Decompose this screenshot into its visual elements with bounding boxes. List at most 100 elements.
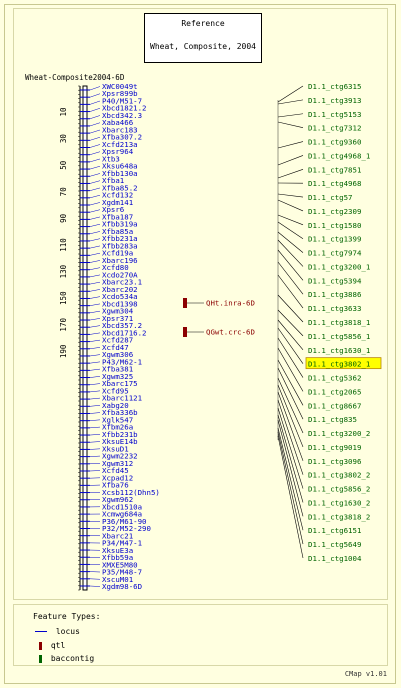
contig-label[interactable]: D1.1_ctg3633 xyxy=(308,304,361,313)
locus-label[interactable]: Xpsr964 xyxy=(102,147,134,156)
locus-label[interactable]: Xcfd287 xyxy=(102,336,133,345)
locus-label[interactable]: P40/M51-7 xyxy=(102,96,142,105)
contig-label[interactable]: D1.1_ctg4968 xyxy=(308,179,361,188)
contig-label[interactable]: D1.1_ctg2309 xyxy=(308,207,361,216)
locus-label[interactable]: Xcmwg684a xyxy=(102,510,142,519)
contig-label[interactable]: D1.1_ctg1580 xyxy=(308,221,361,230)
locus-label[interactable]: P35/M48-7 xyxy=(102,568,142,577)
locus-label[interactable]: Xbarc202 xyxy=(102,285,138,294)
contig-label[interactable]: D1.1_ctg5856_1 xyxy=(308,332,370,341)
locus-label[interactable]: Xfba336b xyxy=(102,408,138,417)
contig-label[interactable]: D1.1_ctg9019 xyxy=(308,443,361,452)
map-name-label[interactable]: Wheat-Composite2004-6D xyxy=(25,73,125,82)
locus-label[interactable]: Xfbb130a xyxy=(102,169,138,178)
locus-label[interactable]: Xfbb283a xyxy=(102,241,138,250)
contig-label[interactable]: D1.1_ctg3913 xyxy=(308,96,361,105)
locus-label[interactable]: Xgwm312 xyxy=(102,459,133,468)
locus-label[interactable]: P43/M62-1 xyxy=(102,357,142,366)
locus-label[interactable]: Xbarc1121 xyxy=(102,394,142,403)
locus-label[interactable]: Xbcd357.2 xyxy=(102,321,142,330)
locus-label[interactable]: Xtb3 xyxy=(102,154,120,163)
locus-label[interactable]: Xfba85a xyxy=(102,227,133,236)
locus-label[interactable]: Xbcd1510a xyxy=(102,502,142,511)
locus-label[interactable]: Xfbb319a xyxy=(102,220,138,229)
contig-label[interactable]: D1.1_ctg7851 xyxy=(308,165,361,174)
contig-label[interactable]: D1.1_ctg6315 xyxy=(308,82,361,91)
locus-label[interactable]: Xfbm26a xyxy=(102,423,133,432)
contig-label[interactable]: D1.1_ctg1004 xyxy=(308,554,362,563)
locus-label[interactable]: Xbcd1716.2 xyxy=(102,328,147,337)
locus-label[interactable]: Xfba85.2 xyxy=(102,183,138,192)
locus-label[interactable]: Xcfd45 xyxy=(102,466,129,475)
locus-label[interactable]: P32/M52-290 xyxy=(102,524,151,533)
locus-label[interactable]: Xgwm306 xyxy=(102,350,133,359)
locus-label[interactable]: Xgwm304 xyxy=(102,307,134,316)
contig-label[interactable]: D1.1_ctg3096 xyxy=(308,457,361,466)
contig-label[interactable]: D1.1_ctg3200_1 xyxy=(308,262,370,271)
chromosome-bar[interactable] xyxy=(82,85,88,591)
contig-label[interactable]: D1.1_ctg3802_2 xyxy=(308,471,370,480)
locus-label[interactable]: Xbarc175 xyxy=(102,379,138,388)
locus-label[interactable]: Xcfd47 xyxy=(102,343,129,352)
locus-label[interactable]: Xcdo534a xyxy=(102,292,138,301)
locus-label[interactable]: Xgdm98-6D xyxy=(102,582,142,591)
contig-label[interactable]: D1.1_ctg3818_2 xyxy=(308,512,370,521)
locus-label[interactable]: Xfba1 xyxy=(102,176,124,185)
locus-label[interactable]: Xgwm962 xyxy=(102,495,133,504)
locus-label[interactable]: Xbcd1821.2 xyxy=(102,104,147,113)
locus-label[interactable]: Xgwm2232 xyxy=(102,452,138,461)
locus-label[interactable]: P36/M61-90 xyxy=(102,517,147,526)
locus-label[interactable]: XMXE5M80 xyxy=(102,560,138,569)
locus-label[interactable]: Xpsr899b xyxy=(102,89,138,98)
locus-label[interactable]: Xaba466 xyxy=(102,118,133,127)
contig-label[interactable]: D1.1_ctg3200_2 xyxy=(308,429,370,438)
locus-label[interactable]: Xbarc196 xyxy=(102,256,138,265)
locus-label[interactable]: XksuE14b xyxy=(102,437,138,446)
locus-label[interactable]: Xfba187 xyxy=(102,212,133,221)
locus-label[interactable]: Xfbb59a xyxy=(102,553,133,562)
contig-label[interactable]: D1.1_ctg5153 xyxy=(308,110,361,119)
locus-label[interactable]: Xpsr371 xyxy=(102,314,133,323)
locus-label[interactable]: Xcfd213a xyxy=(102,140,138,149)
locus-label[interactable]: Xbarc23.1 xyxy=(102,278,142,287)
locus-label[interactable]: Xglk547 xyxy=(102,415,133,424)
contig-label[interactable]: D1.1_ctg1630_1 xyxy=(308,346,370,355)
locus-label[interactable]: Xcfd132 xyxy=(102,191,133,200)
contig-label[interactable]: D1.1_ctg6151 xyxy=(308,526,361,535)
contig-label[interactable]: D1.1_ctg7974 xyxy=(308,249,362,258)
contig-label[interactable]: D1.1_ctg5856_2 xyxy=(308,485,370,494)
locus-label[interactable]: Xgwm325 xyxy=(102,372,133,381)
contig-label[interactable]: D1.1_ctg8667 xyxy=(308,401,361,410)
locus-label[interactable]: XksuE3a xyxy=(102,546,133,555)
qtl-bar[interactable] xyxy=(183,298,187,308)
contig-label[interactable]: D1.1_ctg9360 xyxy=(308,138,361,147)
locus-label[interactable]: XscuM01 xyxy=(102,575,133,584)
locus-label[interactable]: Xfba76 xyxy=(102,481,129,490)
contig-label[interactable]: D1.1_ctg5649 xyxy=(308,540,361,549)
locus-label[interactable]: Xgdm141 xyxy=(102,198,133,207)
contig-label[interactable]: D1.1_ctg1630_2 xyxy=(308,498,370,507)
contig-label[interactable]: D1.1_ctg1399 xyxy=(308,235,361,244)
locus-label[interactable]: Xbarc21 xyxy=(102,531,133,540)
contig-label[interactable]: D1.1_ctg3886 xyxy=(308,290,361,299)
locus-label[interactable]: Xbarc183 xyxy=(102,125,138,134)
contig-label[interactable]: D1.1_ctg2065 xyxy=(308,387,361,396)
locus-label[interactable]: Xcdo270A xyxy=(102,270,138,279)
qtl-label[interactable]: QHt.inra-6D xyxy=(206,299,255,308)
contig-label[interactable]: D1.1_ctg57 xyxy=(308,193,353,202)
locus-label[interactable]: XWC0049t xyxy=(102,82,138,91)
qtl-label[interactable]: QGwt.crc-6D xyxy=(206,328,255,337)
locus-label[interactable]: XksuD1 xyxy=(102,444,129,453)
locus-label[interactable]: Xfba307.2 xyxy=(102,133,142,142)
locus-label[interactable]: Xfbb231b xyxy=(102,430,138,439)
locus-label[interactable]: Xcfd95 xyxy=(102,386,129,395)
contig-label[interactable]: D1.1_ctg7312 xyxy=(308,124,361,133)
locus-label[interactable]: Xfba381 xyxy=(102,365,133,374)
qtl-bar[interactable] xyxy=(183,327,187,337)
locus-label[interactable]: Xpsr6 xyxy=(102,205,124,214)
locus-label[interactable]: Xabg20 xyxy=(102,401,129,410)
locus-label[interactable]: Xcfd80 xyxy=(102,263,129,272)
locus-label[interactable]: Xbcd342.3 xyxy=(102,111,142,120)
contig-label[interactable]: D1.1_ctg3802_1 xyxy=(308,360,370,369)
locus-label[interactable]: Xcpad12 xyxy=(102,473,133,482)
